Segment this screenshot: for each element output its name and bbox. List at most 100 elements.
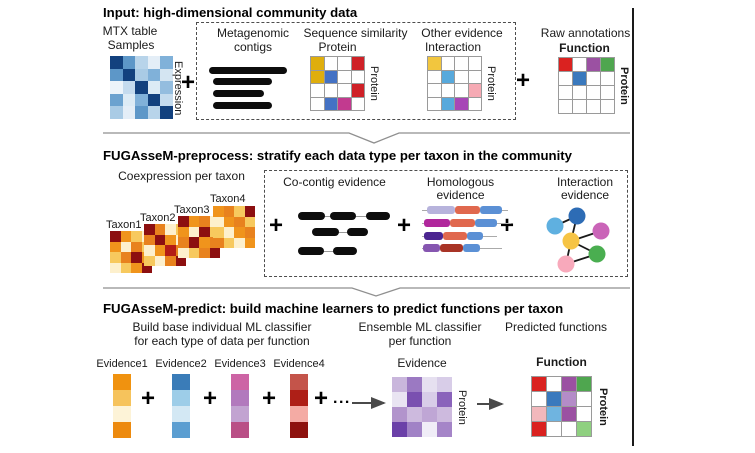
heatmap-cell bbox=[213, 227, 224, 238]
heatmap-cell bbox=[573, 86, 586, 99]
heatmap-cell bbox=[135, 81, 148, 94]
heatmap-cell bbox=[122, 81, 135, 94]
homologous-title-line2: evidence bbox=[436, 188, 485, 202]
heatmap-cell bbox=[231, 374, 249, 390]
ellipsis: ... bbox=[333, 390, 351, 407]
heatmap-cell bbox=[234, 237, 245, 248]
heatmap-cell bbox=[573, 72, 586, 85]
heatmap-cell bbox=[468, 84, 481, 97]
heatmap-cell bbox=[110, 231, 121, 242]
taxon-label: Taxon4 bbox=[210, 193, 246, 205]
heatmap-cell bbox=[234, 206, 245, 217]
heatmap-cell bbox=[338, 57, 351, 70]
heatmap-cell bbox=[559, 86, 572, 99]
heatmap-cell bbox=[165, 255, 176, 266]
heatmap-cell bbox=[244, 237, 255, 248]
sequence-similarity-title: Sequence similarity bbox=[303, 26, 408, 40]
heatmap-cell bbox=[199, 226, 210, 237]
cocontig-link-line bbox=[302, 250, 355, 252]
heatmap-cell bbox=[160, 81, 173, 94]
heatmap-cell bbox=[147, 68, 160, 81]
heatmap-cell bbox=[338, 84, 351, 97]
metagenomic-title-line1: Metagenomic bbox=[216, 26, 290, 40]
heatmap-cell bbox=[407, 377, 422, 392]
mtx-expression-axis-label: Expression bbox=[172, 60, 184, 116]
evidence1-column bbox=[113, 374, 131, 438]
heatmap-cell bbox=[131, 262, 142, 273]
heatmap-cell bbox=[144, 245, 155, 256]
heatmap-cell bbox=[407, 392, 422, 407]
heatmap-cell bbox=[244, 216, 255, 227]
heatmap-cell bbox=[135, 68, 148, 81]
heatmap-cell bbox=[160, 93, 173, 106]
other-evidence-protein-right-label: Protein bbox=[485, 66, 497, 101]
homolog-segment bbox=[450, 219, 475, 227]
evidence2-column bbox=[172, 374, 190, 438]
heatmap-cell bbox=[234, 227, 245, 238]
heatmap-cell bbox=[468, 70, 481, 83]
heatmap-cell bbox=[577, 422, 591, 436]
heatmap-cell bbox=[122, 93, 135, 106]
heatmap-cell bbox=[144, 224, 155, 235]
heatmap-cell bbox=[547, 422, 561, 436]
heatmap-cell bbox=[110, 56, 123, 69]
cocontig-bar bbox=[298, 247, 324, 255]
heatmap-cell bbox=[199, 237, 210, 248]
heatmap-cell bbox=[311, 97, 324, 110]
heatmap-cell bbox=[407, 422, 422, 437]
heatmap-cell bbox=[601, 58, 614, 71]
heatmap-cell bbox=[147, 81, 160, 94]
homolog-segment bbox=[427, 206, 455, 214]
homolog-segment bbox=[443, 232, 467, 240]
predicted-function-label: Function bbox=[536, 355, 587, 369]
heatmap-cell bbox=[223, 237, 234, 248]
heatmap-cell bbox=[120, 241, 131, 252]
heatmap-cell bbox=[110, 93, 123, 106]
heatmap-cell bbox=[172, 422, 190, 438]
heatmap-cell bbox=[154, 255, 165, 266]
heatmap-cell bbox=[601, 72, 614, 85]
panel-separator-chevron-1 bbox=[103, 132, 630, 144]
cocontig-bar bbox=[298, 212, 325, 220]
heatmap-cell bbox=[120, 231, 131, 242]
metagenomic-contig-bar bbox=[213, 90, 264, 97]
heatmap-cell bbox=[110, 68, 123, 81]
heatmap-cell bbox=[324, 97, 337, 110]
heatmap-cell bbox=[587, 100, 600, 113]
seq-sim-matrix bbox=[310, 56, 365, 111]
metagenomic-contig-bar bbox=[213, 78, 272, 85]
homolog-segment bbox=[480, 206, 502, 214]
heatmap-cell bbox=[437, 407, 452, 422]
heatmap-cell bbox=[178, 216, 189, 227]
evidence1-label: Evidence1 bbox=[96, 358, 148, 370]
raw-annotations-function-label: Function bbox=[559, 41, 610, 55]
heatmap-cell bbox=[428, 70, 441, 83]
heatmap-cell bbox=[562, 392, 576, 406]
heatmap-cell bbox=[587, 72, 600, 85]
heatmap-cell bbox=[547, 377, 561, 391]
cocontig-bar bbox=[347, 228, 368, 236]
heatmap-cell bbox=[223, 216, 234, 227]
heatmap-cell bbox=[144, 234, 155, 245]
ensemble-subtitle-line1: Ensemble ML classifier bbox=[358, 320, 482, 334]
heatmap-cell bbox=[428, 84, 441, 97]
heatmap-cell bbox=[147, 56, 160, 69]
heatmap-cell bbox=[573, 58, 586, 71]
heatmap-cell bbox=[392, 407, 407, 422]
heatmap-cell bbox=[110, 252, 121, 263]
heatmap-cell bbox=[188, 247, 199, 258]
cocontig-title: Co-contig evidence bbox=[283, 175, 386, 189]
heatmap-cell bbox=[562, 422, 576, 436]
interaction-title-line1: Interaction bbox=[556, 175, 614, 189]
heatmap-cell bbox=[131, 241, 142, 252]
heatmap-cell bbox=[231, 406, 249, 422]
heatmap-cell bbox=[324, 84, 337, 97]
heatmap-cell bbox=[468, 97, 481, 110]
base-classifier-subtitle-line1: Build base individual ML classifier bbox=[132, 320, 312, 334]
heatmap-cell bbox=[311, 70, 324, 83]
heatmap-cell bbox=[209, 247, 220, 258]
interaction-title-line2: evidence bbox=[560, 188, 610, 202]
plus-sign: + bbox=[516, 67, 531, 94]
heatmap-cell bbox=[428, 97, 441, 110]
